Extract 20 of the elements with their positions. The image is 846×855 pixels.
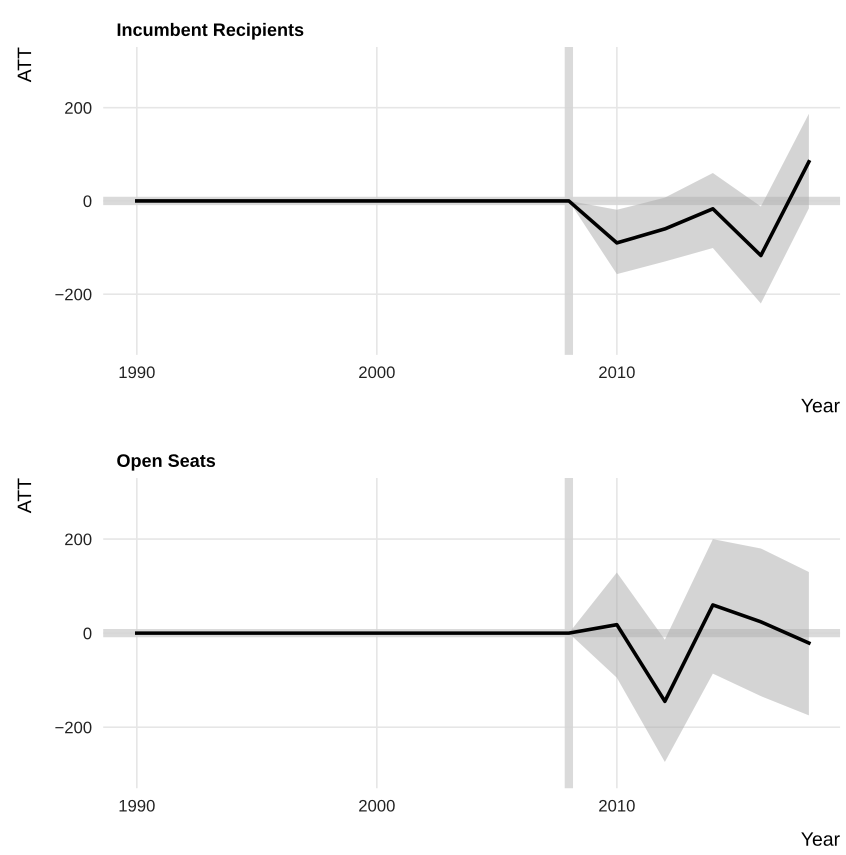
- y-tick-label: −200: [55, 288, 92, 300]
- y-tick-label: 0: [83, 628, 92, 640]
- y-axis-title: ATT: [18, 478, 32, 514]
- x-tick-label: 2000: [359, 800, 395, 812]
- y-tick-label: 200: [65, 533, 92, 546]
- x-tick-label: 2010: [599, 366, 635, 378]
- y-tick-label: 0: [83, 195, 92, 208]
- line-series: [135, 603, 811, 704]
- x-tick-label: 1990: [120, 800, 155, 812]
- chart-title: Open Seats: [117, 454, 216, 471]
- line-series: [135, 160, 811, 258]
- x-tick-label: 2010: [599, 800, 635, 812]
- x-tick-label: 2000: [359, 366, 395, 378]
- y-tick-label: −200: [55, 722, 92, 734]
- x-tick-label: 1990: [120, 366, 155, 378]
- y-axis-title: ATT: [18, 47, 32, 82]
- x-axis-title: Year: [801, 832, 840, 846]
- chart-title: Incumbent Recipients: [118, 22, 304, 40]
- x-axis-title: Year: [801, 398, 840, 412]
- y-tick-label: 200: [65, 102, 92, 114]
